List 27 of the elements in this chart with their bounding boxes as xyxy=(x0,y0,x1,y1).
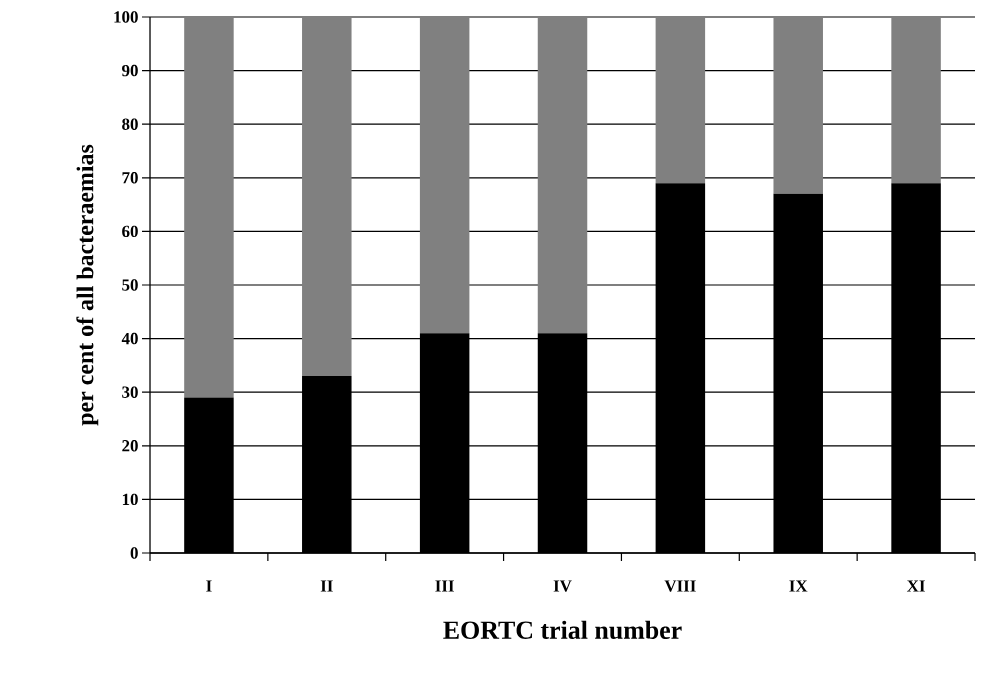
y-tick-label: 0 xyxy=(130,547,138,559)
y-tick-label: 70 xyxy=(122,172,138,184)
y-tick-label: 80 xyxy=(122,118,138,130)
y-tick-label: 20 xyxy=(122,440,138,452)
bar xyxy=(419,16,470,334)
bar xyxy=(302,16,352,377)
y-tick-label: 50 xyxy=(122,279,138,291)
bar xyxy=(773,16,823,194)
bar xyxy=(655,16,706,184)
bar xyxy=(537,16,588,334)
x-tick-label: IV xyxy=(553,580,572,592)
x-tick-label: VIII xyxy=(664,580,696,592)
y-axis-title: per cent of all bacteraemias xyxy=(76,144,99,426)
x-tick-label: IX xyxy=(789,580,808,592)
y-tick-label: 40 xyxy=(121,332,138,345)
y-tick-label: 90 xyxy=(122,64,138,77)
y-tick-label: 100 xyxy=(114,11,138,23)
x-tick-label: III xyxy=(435,580,454,592)
x-tick-label: II xyxy=(320,580,333,592)
y-tick-label: 60 xyxy=(122,225,138,238)
y-tick-label: 10 xyxy=(122,493,138,506)
y-tick-label: 30 xyxy=(122,386,138,398)
x-tick-label: I xyxy=(206,580,212,592)
bar xyxy=(184,16,234,398)
x-tick-label: XI xyxy=(906,580,925,592)
bar xyxy=(891,16,941,184)
x-axis-title: EORTC trial number xyxy=(443,620,682,639)
